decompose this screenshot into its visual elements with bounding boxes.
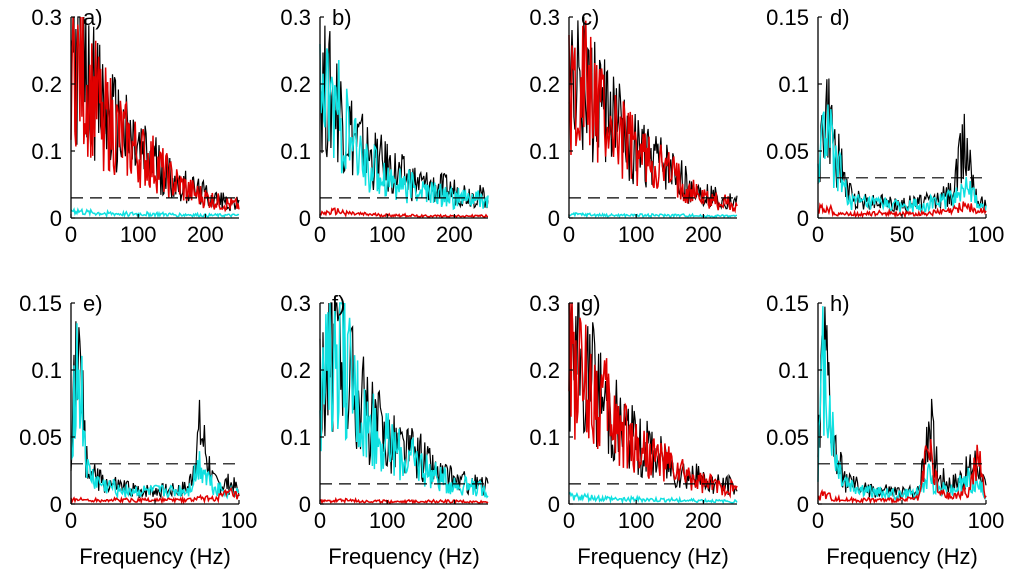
x-tick-label: 100 — [618, 508, 655, 533]
x-tick-label: 0 — [563, 508, 575, 533]
panel-label: a) — [83, 5, 103, 30]
panel-label: b) — [332, 5, 352, 30]
panel-label: d) — [830, 5, 850, 30]
x-tick-label: 200 — [436, 222, 473, 247]
series-line-black — [817, 306, 987, 500]
x-tick-label: 100 — [120, 222, 157, 247]
series-line-red — [319, 496, 489, 505]
panel-e: 0 0.05 0.1 0.15 0 50 100 e) Frequency (Hz) — [19, 291, 257, 569]
x-tick-label: 0 — [563, 222, 575, 247]
x-tick-label: 50 — [143, 508, 167, 533]
x-tick-label: 50 — [890, 222, 914, 247]
y-tick-label: 0.05 — [19, 425, 62, 450]
series-line-cyan — [568, 211, 738, 219]
series-line-cyan — [817, 306, 987, 502]
y-tick-label: 0.1 — [529, 139, 560, 164]
series-line-black — [70, 16, 240, 212]
y-tick-label: 0 — [50, 206, 62, 231]
y-tick-label: 0.3 — [31, 5, 62, 30]
y-tick-label: 0.3 — [280, 5, 311, 30]
series-line-black — [70, 321, 240, 500]
x-tick-label: 200 — [685, 508, 722, 533]
panel-g: 0 0.1 0.2 0.3 0 100 200 g) Frequency (Hz) — [529, 291, 738, 569]
x-tick-label: 0 — [314, 222, 326, 247]
x-tick-label: 50 — [890, 508, 914, 533]
series-line-cyan — [319, 43, 489, 211]
y-tick-label: 0 — [548, 206, 560, 231]
y-tick-label: 0.2 — [31, 72, 62, 97]
x-tick-label: 200 — [685, 222, 722, 247]
y-tick-label: 0 — [50, 492, 62, 517]
series-line-cyan — [568, 491, 738, 505]
x-axis-label: Frequency (Hz) — [328, 544, 480, 569]
series-line-cyan — [70, 323, 240, 500]
series-line-cyan — [817, 104, 987, 214]
panel-h: 0 0.05 0.1 0.15 0 50 100 h) Frequency (Hz) — [766, 291, 1004, 569]
y-tick-label: 0.2 — [529, 358, 560, 383]
y-tick-label: 0.2 — [529, 72, 560, 97]
panel-b: 0 0.1 0.2 0.3 0 100 200 b) — [280, 5, 489, 247]
y-tick-label: 0.05 — [766, 425, 809, 450]
y-tick-label: 0 — [299, 492, 311, 517]
x-tick-label: 0 — [812, 508, 824, 533]
panel-label: f) — [332, 291, 345, 316]
y-tick-label: 0.15 — [19, 291, 62, 316]
series-line-black — [319, 25, 489, 210]
x-tick-label: 0 — [65, 508, 77, 533]
y-tick-label: 0.2 — [280, 72, 311, 97]
panel-label: c) — [581, 5, 599, 30]
x-tick-label: 0 — [812, 222, 824, 247]
y-tick-label: 0.2 — [280, 358, 311, 383]
y-tick-label: 0 — [299, 206, 311, 231]
series-line-red — [568, 20, 738, 214]
y-tick-label: 0 — [797, 492, 809, 517]
series-line-cyan — [70, 207, 240, 219]
y-tick-label: 0 — [797, 206, 809, 231]
panel-label: g) — [581, 291, 601, 316]
x-tick-label: 100 — [369, 508, 406, 533]
panel-label: e) — [83, 291, 103, 316]
x-axis-label: Frequency (Hz) — [826, 544, 978, 569]
x-tick-label: 100 — [369, 222, 406, 247]
y-tick-label: 0.1 — [778, 358, 809, 383]
x-tick-label: 100 — [221, 508, 258, 533]
series-line-red — [568, 302, 738, 499]
x-tick-label: 200 — [436, 508, 473, 533]
x-axis-label: Frequency (Hz) — [577, 544, 729, 569]
x-tick-label: 0 — [314, 508, 326, 533]
y-tick-label: 0.1 — [529, 425, 560, 450]
y-tick-label: 0.3 — [529, 291, 560, 316]
panel-a: 0 0.1 0.2 0.3 0 100 200 a) — [31, 5, 240, 247]
panel-d: 0 0.05 0.1 0.15 0 50 100 d) — [766, 5, 1004, 247]
x-axis-label: Frequency (Hz) — [79, 544, 231, 569]
y-tick-label: 0.1 — [280, 139, 311, 164]
y-tick-label: 0.15 — [766, 5, 809, 30]
y-tick-label: 0.1 — [778, 72, 809, 97]
series-line-red — [70, 486, 240, 505]
series-line-red — [70, 16, 240, 213]
series-line-red — [817, 439, 987, 505]
x-tick-label: 100 — [968, 222, 1005, 247]
y-tick-label: 0.3 — [529, 5, 560, 30]
series-line-red — [319, 207, 488, 219]
x-tick-label: 200 — [187, 222, 224, 247]
y-tick-label: 0.1 — [31, 139, 62, 164]
y-tick-label: 0.1 — [31, 358, 62, 383]
panel-c: 0 0.1 0.2 0.3 0 100 200 c) — [529, 5, 738, 247]
panel-label: h) — [830, 291, 850, 316]
panel-f: 0 0.1 0.2 0.3 0 100 200 f) Frequency (Hz) — [280, 291, 489, 569]
y-tick-label: 0 — [548, 492, 560, 517]
x-tick-label: 100 — [618, 222, 655, 247]
y-tick-label: 0.15 — [766, 291, 809, 316]
series-line-black — [319, 302, 489, 496]
y-tick-label: 0.05 — [766, 139, 809, 164]
x-tick-label: 100 — [968, 508, 1005, 533]
y-tick-label: 0.1 — [280, 425, 311, 450]
x-tick-label: 0 — [65, 222, 77, 247]
series-line-cyan — [319, 302, 489, 499]
y-tick-label: 0.3 — [280, 291, 311, 316]
